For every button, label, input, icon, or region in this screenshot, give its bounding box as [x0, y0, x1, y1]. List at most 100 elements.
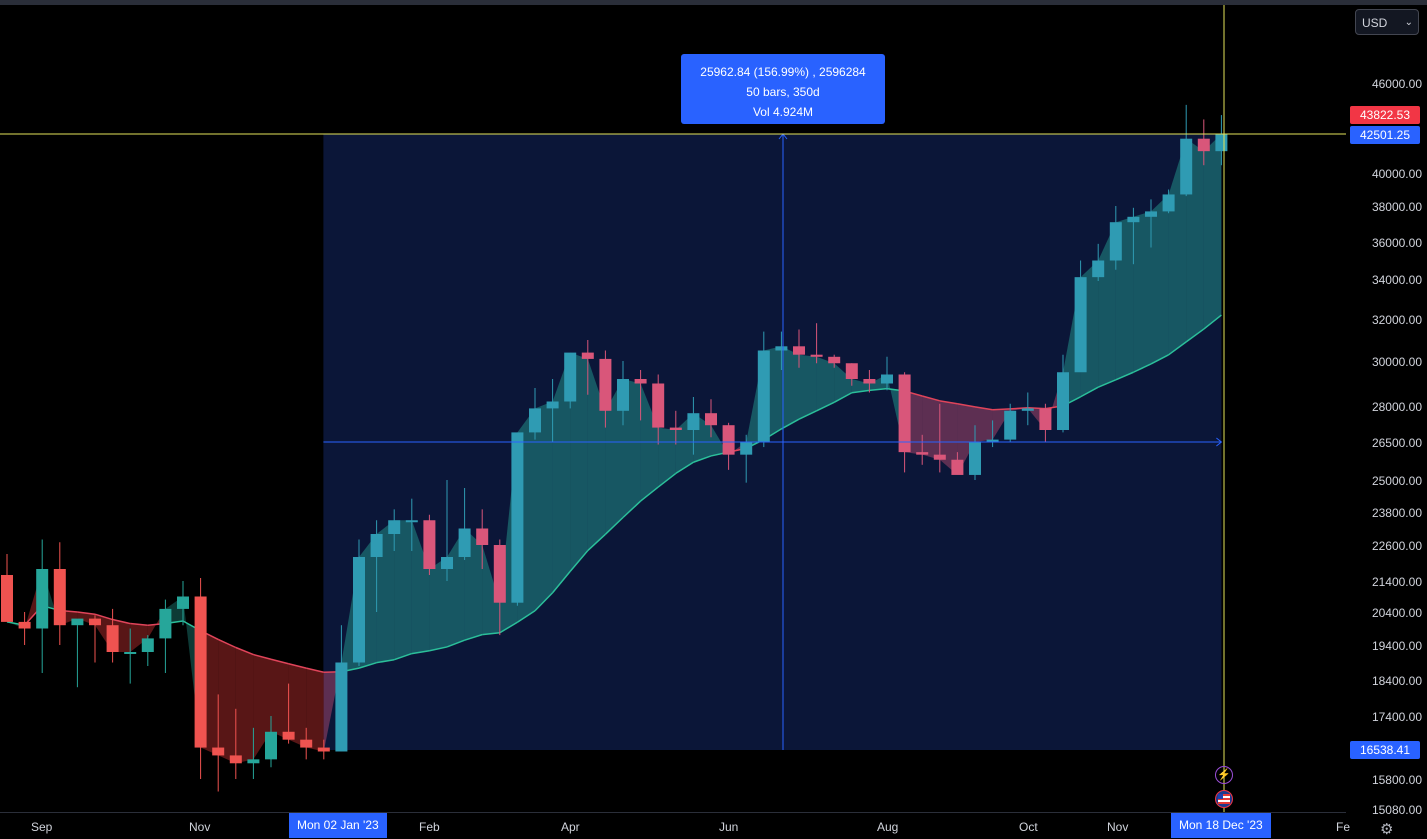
lightning-icon[interactable]: ⚡	[1215, 766, 1233, 784]
ma-fill-segment	[957, 403, 975, 475]
candle	[775, 346, 788, 351]
us-flag-icon[interactable]	[1215, 790, 1233, 808]
time-axis-label: Nov	[1107, 820, 1129, 834]
ma-fill-segment	[288, 663, 307, 748]
ma-fill-segment	[1151, 194, 1169, 364]
candle	[124, 652, 137, 654]
moving-average-line	[1133, 363, 1152, 373]
moving-average-line	[253, 653, 272, 660]
candle	[212, 747, 225, 756]
candle	[53, 569, 66, 626]
ma-fill-segment	[799, 354, 817, 420]
candle	[722, 425, 735, 455]
candle	[740, 442, 753, 455]
price-axis-label: 38000.00	[1371, 200, 1422, 214]
price-axis-label: 21400.00	[1371, 575, 1422, 589]
candle	[634, 379, 647, 384]
time-badge-end: Mon 18 Dec '23	[1171, 813, 1271, 838]
moving-average-line	[816, 401, 835, 412]
candle	[388, 520, 401, 534]
ma-fill-segment	[130, 623, 148, 652]
candle	[476, 528, 489, 545]
candlestick-chart[interactable]	[0, 5, 1346, 813]
currency-value: USD	[1362, 16, 1388, 30]
ma-fill-segment	[24, 569, 43, 629]
price-badge-low: 16538.41	[1350, 741, 1420, 759]
moving-average-line	[1150, 354, 1169, 365]
candle	[1074, 277, 1087, 373]
candle	[1057, 372, 1069, 430]
ma-fill-segment	[570, 352, 588, 572]
measure-change: 25962.84 (156.99%) , 2596284	[700, 65, 866, 79]
candle	[546, 401, 559, 409]
candle	[247, 759, 260, 764]
moving-average-line	[446, 639, 465, 648]
price-axis[interactable]	[1346, 5, 1427, 839]
currency-select[interactable]: USD ⌄	[1355, 9, 1419, 35]
price-axis-label: 30000.00	[1371, 355, 1422, 369]
candle	[969, 442, 981, 475]
candle	[581, 352, 594, 359]
measure-volume: Vol 4.924M	[752, 105, 814, 119]
moving-average-line	[922, 395, 940, 402]
candle	[1021, 408, 1034, 411]
candle	[353, 557, 365, 663]
candle	[529, 408, 541, 433]
moving-average-line	[1203, 314, 1222, 330]
time-axis-label: Apr	[561, 820, 580, 834]
ma-fill-segment	[271, 659, 289, 740]
time-axis-label: Fe	[1336, 820, 1351, 834]
ma-fill-segment	[323, 662, 342, 752]
ma-fill-segment	[429, 557, 447, 651]
ma-fill-segment	[816, 356, 835, 411]
moving-average-line	[851, 389, 870, 394]
ma-fill-segment	[834, 363, 852, 403]
candle	[898, 374, 911, 453]
candle	[951, 459, 964, 475]
candle	[18, 621, 31, 629]
ma-fill-segment	[1133, 211, 1151, 373]
candle	[405, 520, 418, 523]
price-axis-label: 23800.00	[1371, 506, 1422, 520]
ma-fill-segment	[411, 520, 430, 654]
candle	[1109, 222, 1122, 261]
moving-average-line	[957, 403, 976, 408]
time-axis-label: Nov	[189, 820, 211, 834]
time-axis-label: Jun	[719, 820, 739, 834]
candle	[933, 454, 946, 460]
ma-fill-segment	[922, 395, 940, 460]
moving-average-line	[1185, 328, 1205, 343]
measure-tooltip: 25962.84 (156.99%) , 2596284 50 bars, 35…	[681, 54, 885, 124]
moving-average-line	[587, 533, 606, 552]
candle	[1039, 408, 1052, 430]
moving-average-line	[604, 516, 624, 535]
ma-fill-segment	[218, 639, 236, 764]
price-axis-label: 20400.00	[1371, 606, 1422, 620]
moving-average-line	[675, 461, 694, 475]
moving-average-line	[482, 632, 500, 636]
candle	[441, 557, 453, 569]
candle	[141, 638, 154, 652]
measure-arrow-right	[1216, 437, 1223, 447]
price-axis-label: 26500.00	[1371, 436, 1422, 450]
candle	[1004, 410, 1017, 440]
moving-average-line	[992, 408, 1011, 411]
candle	[1127, 216, 1140, 223]
moving-average-line	[1097, 379, 1117, 388]
chevron-down-icon: ⌄	[1404, 17, 1413, 28]
moving-average-line	[94, 613, 113, 621]
moving-average-line	[622, 500, 642, 519]
candle	[458, 528, 471, 557]
candle	[511, 432, 524, 603]
candle	[845, 363, 858, 379]
ma-fill-segment	[394, 520, 412, 660]
price-axis-label: 15800.00	[1371, 773, 1422, 787]
top-border	[0, 0, 1427, 5]
candle	[828, 356, 841, 364]
ma-fill-segment	[306, 668, 324, 752]
moving-average-line	[1080, 386, 1099, 398]
moving-average-line	[516, 610, 536, 623]
candle	[265, 731, 277, 760]
moving-average-line	[411, 650, 430, 655]
gear-icon[interactable]: ⚙	[1380, 821, 1394, 838]
